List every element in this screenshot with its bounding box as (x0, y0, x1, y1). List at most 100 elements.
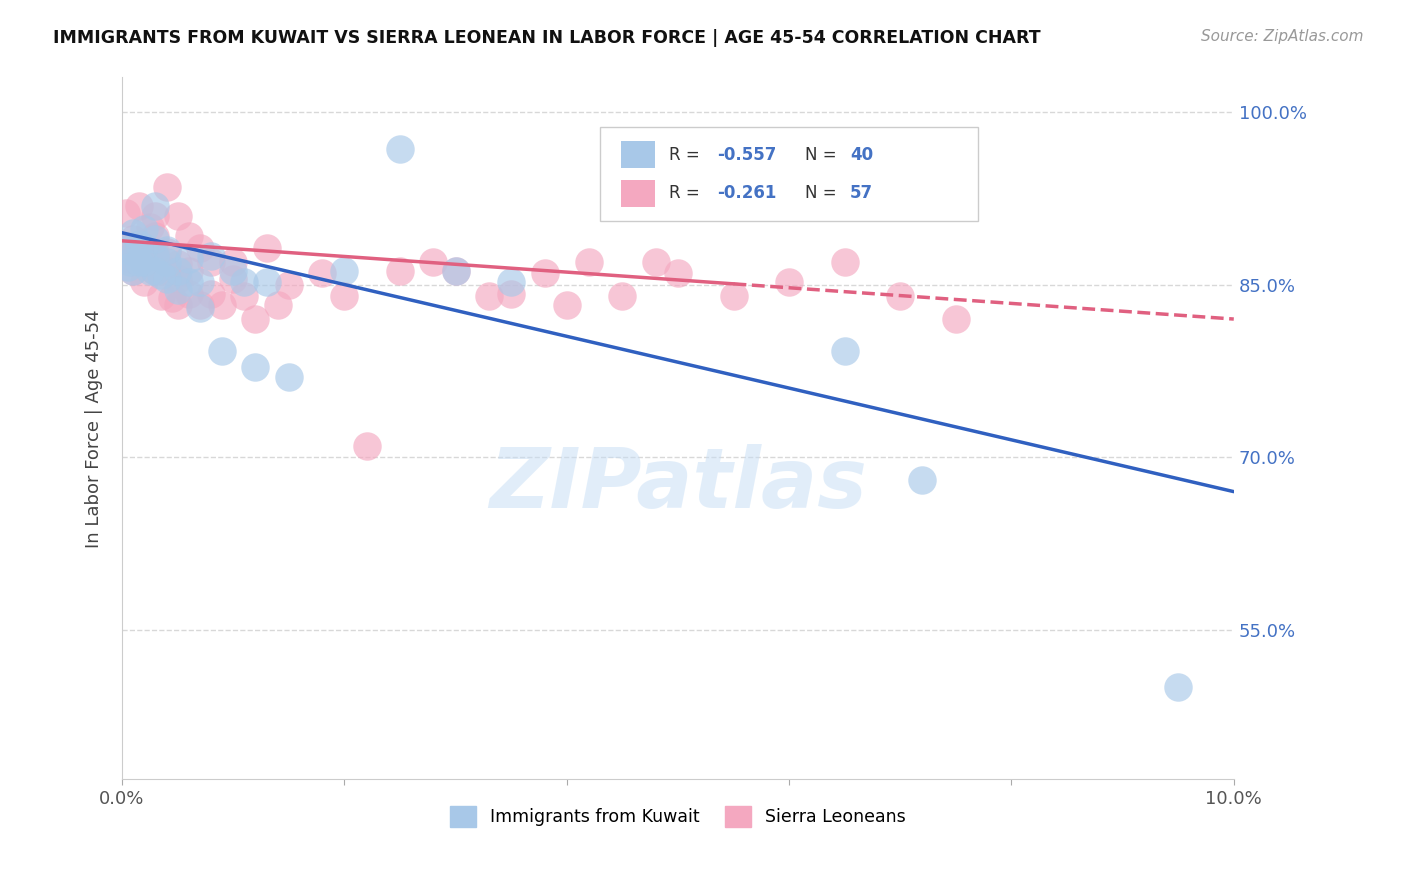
Point (134, 275, 156, 289)
Point (117, 260, 139, 275)
Point (124, 245, 146, 260)
Point (501, 275, 523, 289)
Point (134, 254, 156, 268)
Point (200, 249, 222, 263)
Point (356, 439, 378, 453)
Text: N =: N = (804, 145, 842, 163)
Point (555, 298, 578, 312)
Point (188, 241, 211, 255)
Point (256, 241, 278, 255)
Point (145, 209, 167, 223)
Point (134, 239, 156, 253)
Y-axis label: In Labor Force | Age 45-54: In Labor Force | Age 45-54 (86, 309, 103, 548)
Point (139, 264, 162, 278)
Point (245, 312, 267, 326)
Text: N =: N = (804, 185, 842, 202)
Point (200, 286, 222, 301)
Point (311, 266, 333, 280)
Point (177, 229, 200, 244)
Point (166, 209, 188, 223)
Point (177, 275, 200, 289)
Point (222, 254, 245, 268)
Point (177, 252, 200, 267)
Point (122, 264, 145, 278)
FancyBboxPatch shape (621, 180, 655, 207)
Point (166, 298, 188, 312)
Point (945, 312, 967, 326)
Point (149, 289, 172, 303)
Point (388, 142, 411, 156)
Point (889, 289, 911, 303)
Point (145, 249, 167, 263)
Point (155, 243, 177, 257)
Point (644, 254, 666, 268)
Point (128, 237, 150, 252)
Point (188, 275, 211, 289)
Point (222, 264, 245, 278)
Point (115, 206, 138, 220)
Point (134, 254, 156, 268)
Point (233, 275, 256, 289)
Point (134, 222, 156, 236)
Point (222, 272, 245, 286)
Point (200, 254, 222, 268)
Point (834, 254, 856, 268)
Point (155, 179, 177, 194)
Text: 57: 57 (851, 185, 873, 202)
Point (188, 301, 211, 315)
Point (666, 266, 689, 280)
Point (155, 245, 177, 260)
Text: IMMIGRANTS FROM KUWAIT VS SIERRA LEONEAN IN LABOR FORCE | AGE 45-54 CORRELATION : IMMIGRANTS FROM KUWAIT VS SIERRA LEONEAN… (53, 29, 1040, 47)
Point (145, 264, 167, 278)
Point (166, 272, 188, 286)
Point (128, 199, 150, 213)
Point (155, 264, 177, 278)
Point (177, 264, 200, 278)
Point (612, 289, 634, 303)
Point (333, 289, 356, 303)
Point (122, 226, 145, 240)
Point (533, 266, 555, 280)
Point (149, 268, 172, 283)
Point (444, 264, 467, 278)
Text: R =: R = (669, 145, 704, 163)
Point (139, 219, 162, 234)
Point (155, 254, 177, 268)
Point (911, 473, 934, 487)
Point (166, 264, 188, 278)
Legend: Immigrants from Kuwait, Sierra Leoneans: Immigrants from Kuwait, Sierra Leoneans (443, 798, 912, 834)
Point (422, 254, 444, 268)
Point (145, 199, 167, 213)
Point (134, 241, 156, 255)
Text: -0.261: -0.261 (717, 185, 776, 202)
Point (122, 231, 145, 245)
Point (256, 275, 278, 289)
Point (578, 254, 600, 268)
Text: Source: ZipAtlas.com: Source: ZipAtlas.com (1201, 29, 1364, 45)
Point (128, 254, 150, 268)
FancyBboxPatch shape (600, 127, 979, 221)
Point (145, 264, 167, 278)
Point (388, 264, 411, 278)
Point (778, 275, 800, 289)
FancyBboxPatch shape (621, 141, 655, 168)
Point (112, 241, 135, 255)
Point (444, 264, 467, 278)
Point (118, 252, 141, 267)
Text: ZIPatlas: ZIPatlas (489, 444, 868, 525)
Text: -0.557: -0.557 (717, 145, 776, 163)
Point (155, 272, 177, 286)
Point (478, 289, 501, 303)
Point (118, 254, 141, 268)
Point (211, 344, 233, 359)
Point (145, 245, 167, 260)
Text: R =: R = (669, 185, 704, 202)
Point (188, 298, 211, 312)
Point (122, 264, 145, 278)
Point (277, 277, 299, 292)
Point (211, 298, 233, 312)
Point (114, 243, 136, 257)
Point (333, 264, 356, 278)
Point (267, 298, 290, 312)
Point (145, 231, 167, 245)
